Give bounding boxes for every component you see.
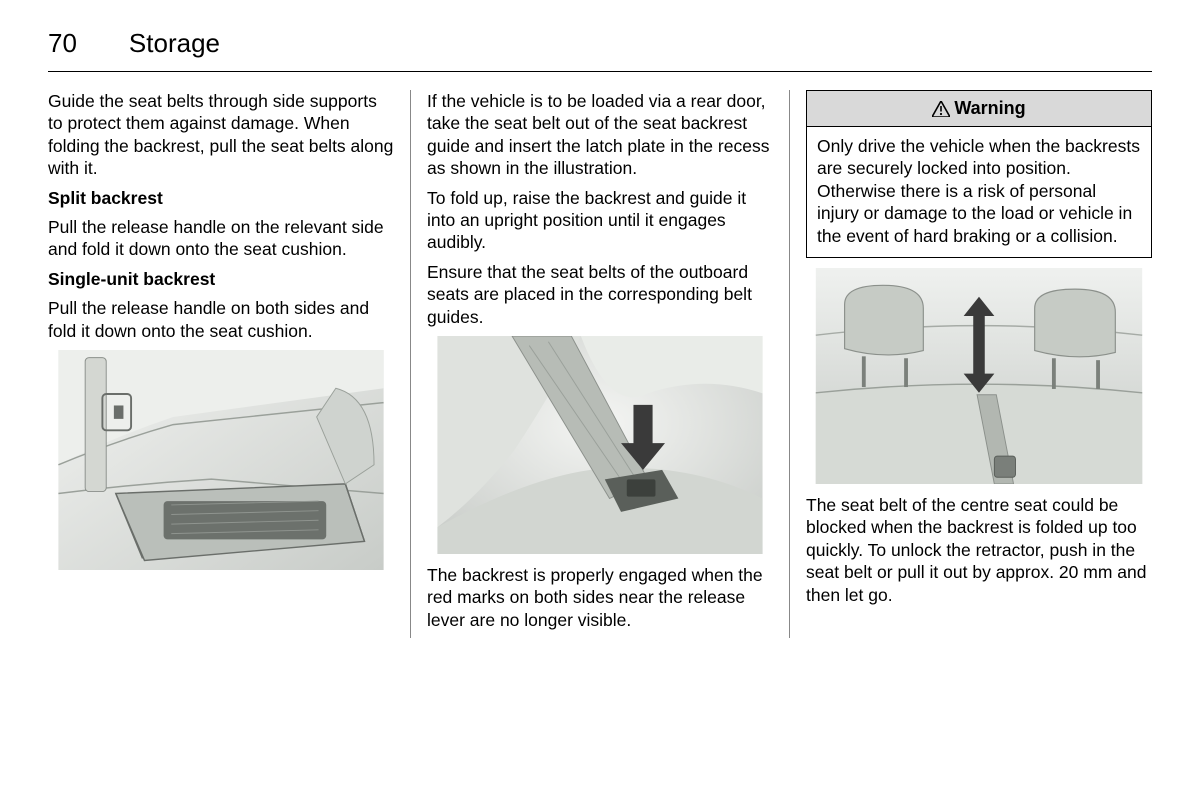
warning-body: Only drive the vehicle when the backrest… — [807, 127, 1151, 257]
illustration-headrest-adjust — [806, 268, 1152, 484]
warning-heading: Warning — [807, 91, 1151, 127]
col2-para1: If the vehicle is to be loaded via a rea… — [427, 90, 773, 180]
illustration-latch-recess — [427, 336, 773, 554]
col1-heading-split: Split backrest — [48, 187, 394, 209]
column-2: If the vehicle is to be loaded via a rea… — [410, 90, 789, 638]
col1-para1: Guide the seat belts through side suppor… — [48, 90, 394, 180]
warning-label: Warning — [954, 97, 1025, 120]
column-3: Warning Only drive the vehicle when the … — [789, 90, 1152, 638]
warning-box: Warning Only drive the vehicle when the … — [806, 90, 1152, 258]
warning-triangle-icon — [932, 101, 950, 117]
page-header: 70 Storage — [48, 28, 1152, 72]
col2-para3: Ensure that the seat belts of the outboa… — [427, 261, 773, 328]
col1-heading-single: Single-unit backrest — [48, 268, 394, 290]
chapter-title: Storage — [129, 28, 220, 59]
col2-para2: To fold up, raise the backrest and guide… — [427, 187, 773, 254]
col2-para4: The backrest is properly engaged when th… — [427, 564, 773, 631]
page-number: 70 — [48, 28, 77, 59]
column-1: Guide the seat belts through side suppor… — [48, 90, 410, 638]
col3-para1: The seat belt of the centre seat could b… — [806, 494, 1152, 606]
col1-para2: Pull the release handle on the relevant … — [48, 216, 394, 261]
illustration-fold-seat — [48, 350, 394, 570]
content-columns: Guide the seat belts through side suppor… — [48, 90, 1152, 638]
col1-para3: Pull the release handle on both sides an… — [48, 297, 394, 342]
